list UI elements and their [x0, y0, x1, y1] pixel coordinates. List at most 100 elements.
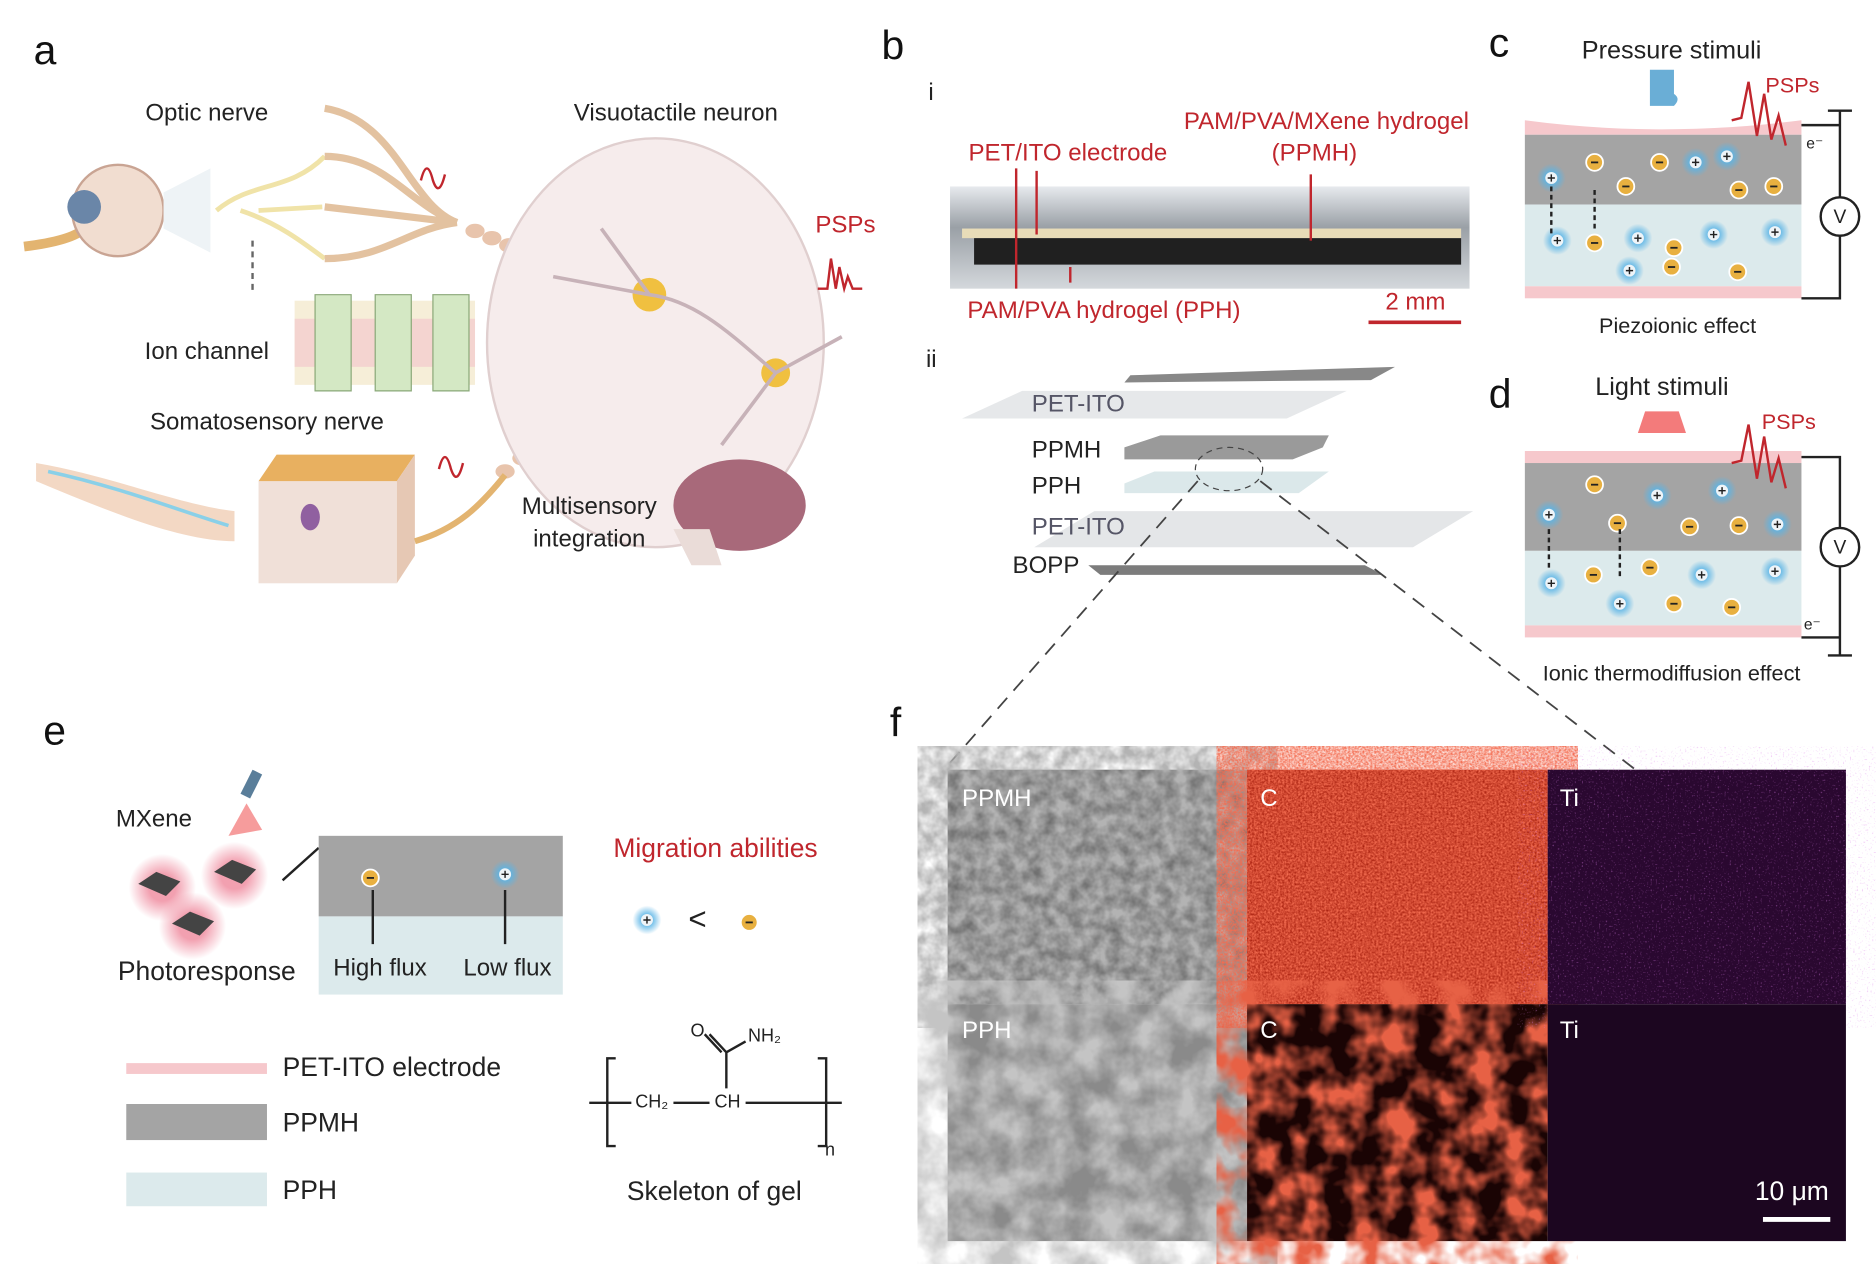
path-shape [214, 859, 257, 884]
path-shape [138, 871, 181, 896]
plus [1773, 520, 1781, 528]
map-label: Ti [1560, 1017, 1579, 1044]
sub-label: ii [926, 346, 937, 373]
plus [1616, 600, 1624, 608]
zoom-lines [943, 480, 1637, 771]
legend-swatch [126, 1172, 267, 1207]
legend-label: PET-ITO electrode [283, 1052, 501, 1082]
light-beam [228, 803, 263, 836]
voltmeter-label: V [1834, 207, 1847, 228]
nerve-fibers [324, 104, 459, 263]
bead [482, 230, 502, 246]
zoom-circle [1194, 446, 1264, 492]
chem-atom: O [690, 1021, 704, 1041]
caption: Skeleton of gel [627, 1176, 802, 1206]
label: Visuotactile neuron [574, 100, 778, 127]
plus [643, 916, 651, 924]
optic-stalk [23, 224, 88, 252]
scale-bar-label: 2 mm [1385, 288, 1445, 315]
layer-label: PPH [1032, 472, 1081, 499]
layer-label: PET-ITO [1032, 391, 1125, 418]
plus [1692, 158, 1700, 167]
label: MXene [116, 806, 192, 833]
map-label: Ti [1560, 785, 1579, 812]
label: PSPs [1762, 409, 1816, 434]
map-label: PPH [962, 1017, 1011, 1044]
panel-d: d Light stimuli V e⁻ PSPs Ionic thermodi… [1489, 371, 1861, 685]
legend-swatch [126, 1104, 267, 1141]
plus [1653, 491, 1661, 500]
title: Light stimuli [1595, 373, 1728, 401]
label: PET/ITO electrode [969, 139, 1168, 166]
sub-label: i [928, 79, 933, 106]
label: PSPs [1765, 72, 1819, 97]
flashlight [240, 769, 263, 799]
legend-swatch [126, 1063, 267, 1074]
ion-arrows [1547, 529, 1622, 578]
layer-shape [1088, 565, 1383, 575]
voltmeter-label: V [1834, 537, 1847, 558]
layer-label: PET-ITO [1032, 513, 1125, 540]
pph-layer [1524, 550, 1802, 626]
scale-bar-label: 10 μm [1755, 1176, 1829, 1206]
mxene-flakes [128, 841, 269, 960]
layer-shape [1124, 366, 1395, 383]
label: Somatosensory nerve [150, 409, 384, 436]
skin-side [396, 454, 415, 584]
voltmeter [1819, 526, 1861, 568]
flux-arrows [371, 889, 507, 945]
photo-layer [962, 228, 1462, 239]
layer-shape [962, 390, 1347, 419]
layer-label: PPMH [1032, 436, 1101, 463]
receptor [300, 503, 320, 531]
skin-top [258, 454, 415, 482]
path-shape [171, 911, 215, 936]
chem-atom: CH₂ [635, 1092, 668, 1112]
electrode [1524, 451, 1802, 464]
legend-label: PPMH [283, 1107, 359, 1137]
somato-fiber [414, 473, 508, 545]
skin-cube [258, 481, 397, 584]
plus [1771, 228, 1779, 236]
brainstem [673, 529, 722, 566]
panel-label: d [1489, 371, 1512, 417]
label: integration [533, 525, 645, 552]
plus [1771, 567, 1779, 575]
panel-c: c Pressure stimuli V e⁻ PSPs Piezoionic … [1489, 20, 1861, 338]
label: PAM/PVA/MXene hydrogel [1184, 108, 1469, 135]
pph-layer [1524, 204, 1802, 287]
electrode [1524, 625, 1802, 638]
electron-label: e⁻ [1804, 617, 1821, 634]
plus [1634, 234, 1642, 242]
dendrites [552, 227, 843, 447]
caption: Piezoionic effect [1599, 313, 1756, 338]
sem-texture [947, 1004, 1248, 1242]
chem-bonds [589, 1033, 842, 1148]
ppmh-layer [318, 835, 563, 917]
ti-texture [1547, 769, 1846, 1005]
panel-f: f PPMH C Ti PPH C Ti 10 μm [890, 699, 1846, 1242]
finger-icon [1649, 69, 1678, 106]
psp-wave [1731, 424, 1787, 489]
chem-subscript: n [825, 1140, 835, 1160]
label: Optic nerve [145, 100, 268, 127]
sem-texture [947, 769, 1248, 1005]
label: Multisensory [522, 493, 657, 520]
plus [1547, 579, 1555, 587]
layer-label: BOPP [1013, 552, 1080, 579]
panel-label: b [881, 22, 904, 68]
label: Photoresponse [118, 956, 296, 986]
zoom-cone [163, 168, 211, 253]
label: (PPMH) [1272, 139, 1358, 166]
label: High flux [333, 955, 427, 982]
retina-cells [214, 154, 327, 261]
ions [1534, 475, 1792, 619]
psp-wave [1731, 81, 1787, 146]
layer-shape [1034, 511, 1474, 548]
ions [1536, 141, 1790, 286]
map-label: C [1260, 785, 1277, 812]
plus [501, 870, 509, 878]
panel-label: e [43, 707, 66, 753]
layer-shape [1124, 435, 1329, 460]
